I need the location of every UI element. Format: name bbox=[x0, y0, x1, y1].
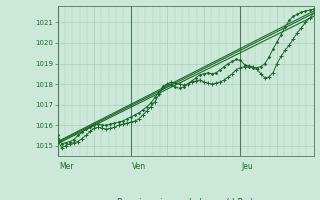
Text: Ven: Ven bbox=[132, 162, 146, 171]
Text: Pression niveau de la mer( hPa ): Pression niveau de la mer( hPa ) bbox=[117, 198, 254, 200]
Text: Jeu: Jeu bbox=[242, 162, 253, 171]
Text: Mer: Mer bbox=[59, 162, 73, 171]
